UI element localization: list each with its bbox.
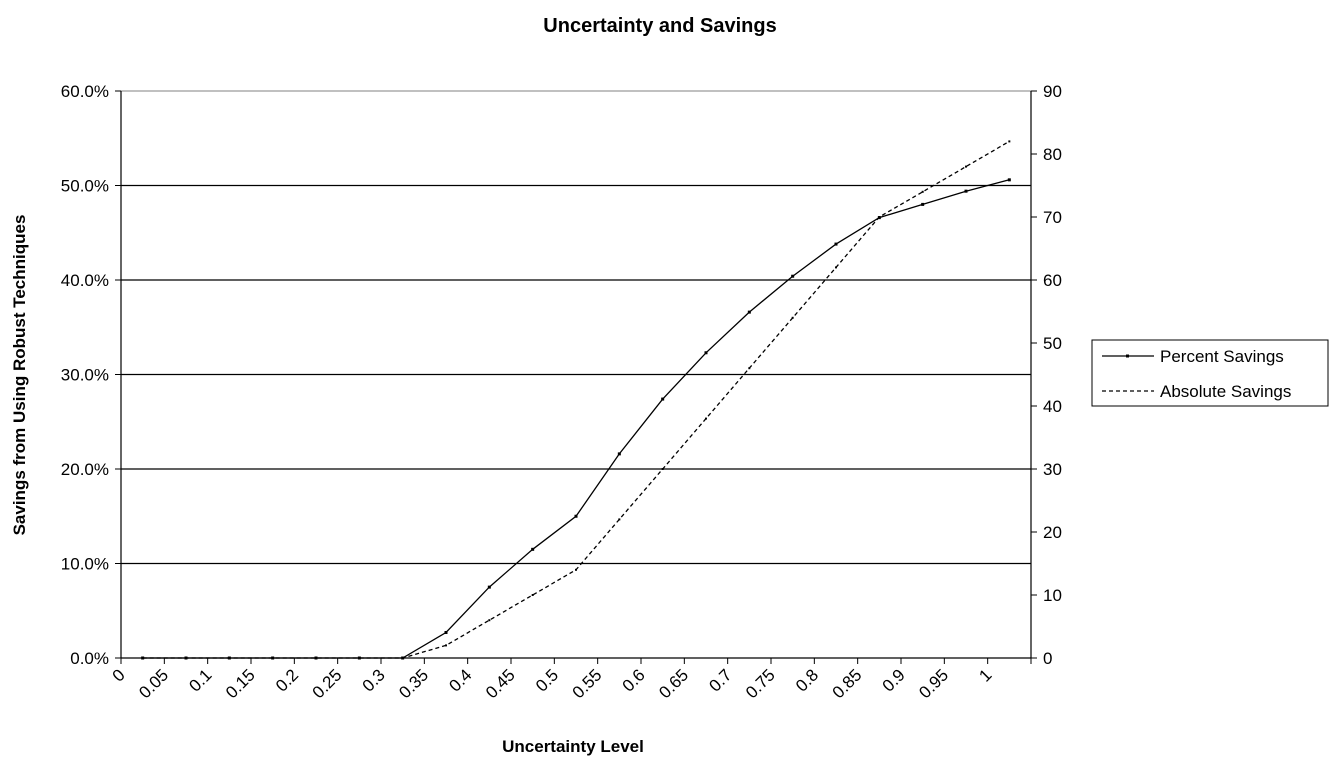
legend: Percent Savings Absolute Savings bbox=[1091, 339, 1329, 407]
legend-box bbox=[1091, 339, 1329, 407]
y-right-tick-label: 20 bbox=[1043, 523, 1062, 542]
y-right-tick-label: 30 bbox=[1043, 460, 1062, 479]
data-point-absolute-savings bbox=[141, 657, 144, 659]
data-point-absolute-savings bbox=[228, 657, 231, 659]
data-point-absolute-savings bbox=[488, 619, 491, 622]
data-point-percent-savings bbox=[661, 397, 665, 401]
y-right-tick-label: 40 bbox=[1043, 397, 1062, 416]
series-layer bbox=[141, 140, 1011, 660]
x-tick-label: 0.4 bbox=[445, 665, 475, 695]
data-point-absolute-savings bbox=[531, 594, 534, 596]
x-tick-label: 0.1 bbox=[185, 665, 215, 695]
data-point-absolute-savings bbox=[661, 468, 664, 470]
x-tick-label: 0.95 bbox=[915, 665, 952, 702]
data-point-percent-savings bbox=[964, 189, 968, 193]
data-point-percent-savings bbox=[834, 242, 838, 246]
y-left-tick-label: 30.0% bbox=[61, 366, 109, 385]
x-tick-label: 0.6 bbox=[619, 665, 649, 695]
data-point-percent-savings bbox=[704, 351, 708, 355]
y-right-tick-label: 10 bbox=[1043, 586, 1062, 605]
y-right-tick-label: 60 bbox=[1043, 271, 1062, 290]
x-tick-label: 0.35 bbox=[395, 665, 432, 702]
data-point-absolute-savings bbox=[748, 367, 751, 370]
data-point-absolute-savings bbox=[271, 657, 274, 659]
data-point-absolute-savings bbox=[1008, 140, 1011, 143]
data-point-percent-savings bbox=[444, 630, 448, 634]
legend-percent-marker bbox=[1126, 354, 1129, 358]
data-point-absolute-savings bbox=[445, 644, 447, 647]
y-left-tick-label: 60.0% bbox=[61, 82, 109, 101]
legend-absolute-label: Absolute Savings bbox=[1160, 382, 1291, 401]
y-right-tick-label: 80 bbox=[1043, 145, 1062, 164]
data-point-absolute-savings bbox=[575, 568, 577, 571]
x-tick-label: 1 bbox=[975, 665, 995, 685]
data-point-absolute-savings bbox=[878, 216, 881, 218]
y-left-tick-label: 0.0% bbox=[70, 649, 109, 668]
data-point-absolute-savings bbox=[185, 657, 187, 659]
x-tick-label: 0.8 bbox=[792, 665, 822, 695]
y-axis-title: Savings from Using Robust Techniques bbox=[10, 215, 29, 536]
data-point-percent-savings bbox=[617, 452, 621, 456]
data-point-absolute-savings bbox=[618, 518, 621, 521]
x-tick-label: 0.7 bbox=[705, 665, 735, 695]
data-point-absolute-savings bbox=[791, 316, 794, 319]
data-point-absolute-savings bbox=[315, 657, 317, 659]
y-left-tick-label: 40.0% bbox=[61, 271, 109, 290]
data-point-percent-savings bbox=[487, 585, 491, 589]
x-tick-label: 0.5 bbox=[532, 665, 562, 695]
series-line-percent-savings bbox=[142, 179, 1010, 659]
x-tick-label: 0 bbox=[109, 665, 129, 685]
grid bbox=[121, 184, 1031, 565]
x-tick-label: 0.3 bbox=[359, 665, 389, 695]
y-left-tick-label: 10.0% bbox=[61, 555, 109, 574]
data-point-percent-savings bbox=[531, 547, 535, 551]
data-point-percent-savings bbox=[921, 202, 925, 206]
y-right-tick-label: 50 bbox=[1043, 334, 1062, 353]
x-tick-label: 0.65 bbox=[655, 665, 692, 702]
data-point-absolute-savings bbox=[835, 266, 837, 269]
data-point-percent-savings bbox=[1007, 178, 1011, 182]
data-point-percent-savings bbox=[791, 274, 795, 278]
y-right-tick-label: 70 bbox=[1043, 208, 1062, 227]
x-tick-label: 0.75 bbox=[742, 665, 779, 702]
y-right-tick-label: 90 bbox=[1043, 82, 1062, 101]
x-tick-label: 0.25 bbox=[309, 665, 346, 702]
x-tick-label: 0.85 bbox=[829, 665, 866, 702]
legend-percent-label: Percent Savings bbox=[1160, 347, 1284, 366]
x-axis-title: Uncertainty Level bbox=[502, 737, 644, 756]
data-point-percent-savings bbox=[747, 310, 751, 314]
chart-title: Uncertainty and Savings bbox=[543, 15, 776, 37]
data-point-absolute-savings bbox=[705, 417, 707, 420]
x-tick-label: 0.45 bbox=[482, 665, 519, 702]
x-tick-label: 0.2 bbox=[272, 665, 302, 695]
y-right-tick-label: 0 bbox=[1043, 649, 1052, 668]
data-point-absolute-savings bbox=[921, 190, 924, 193]
x-tick-label: 0.15 bbox=[222, 665, 259, 702]
y-left-tick-label: 20.0% bbox=[61, 460, 109, 479]
x-tick-label: 0.05 bbox=[135, 665, 172, 702]
axes: 0.0%10.0%20.0%30.0%40.0%50.0%60.0%010203… bbox=[61, 82, 1062, 702]
data-point-absolute-savings bbox=[965, 165, 967, 168]
data-point-absolute-savings bbox=[358, 657, 361, 659]
x-tick-label: 0.9 bbox=[879, 665, 909, 695]
x-tick-label: 0.55 bbox=[569, 665, 606, 702]
y-left-tick-label: 50.0% bbox=[61, 177, 109, 196]
data-point-percent-savings bbox=[574, 514, 578, 518]
data-point-absolute-savings bbox=[401, 657, 404, 659]
